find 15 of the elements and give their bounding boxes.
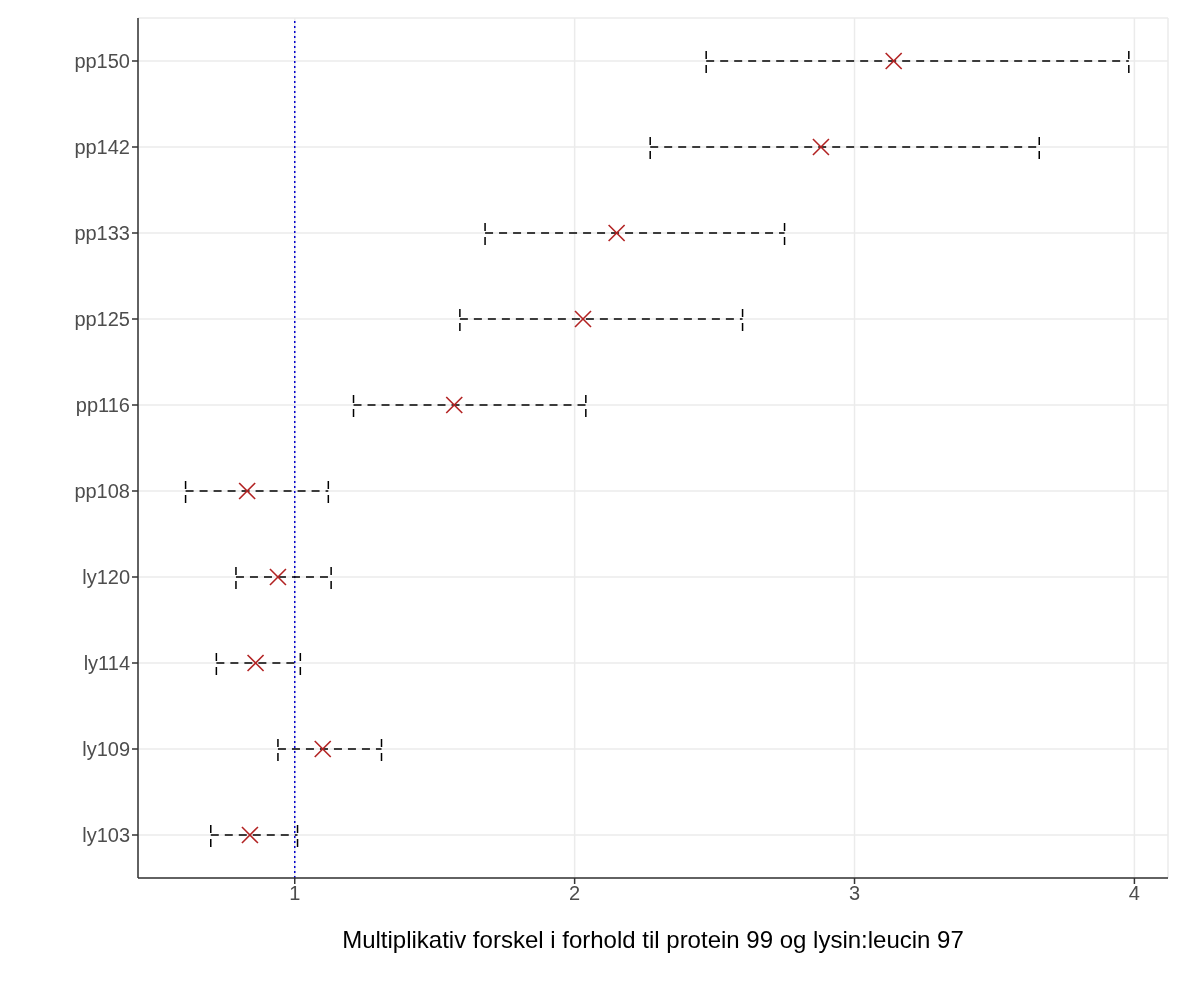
- y-tick-label: ly109: [82, 738, 130, 761]
- x-tick-label: 1: [289, 882, 301, 905]
- y-tick-label: ly114: [83, 652, 130, 675]
- x-axis-title: Multiplikativ forskel i forhold til protein 99 og lysin:leucin 97: [342, 926, 964, 953]
- y-tick-label: pp108: [74, 480, 130, 503]
- y-tick-label: pp150: [74, 50, 130, 73]
- x-tick-label: 2: [569, 882, 581, 905]
- y-tick-label: pp116: [75, 394, 130, 417]
- y-tick-label: pp125: [74, 308, 130, 331]
- x-tick-label: 3: [848, 882, 861, 905]
- y-tick-label: ly103: [82, 824, 130, 847]
- y-tick-label: ly120: [82, 566, 130, 589]
- x-tick-label: 4: [1128, 882, 1140, 905]
- y-tick-label: pp142: [74, 136, 130, 159]
- y-tick-label: pp133: [74, 222, 130, 245]
